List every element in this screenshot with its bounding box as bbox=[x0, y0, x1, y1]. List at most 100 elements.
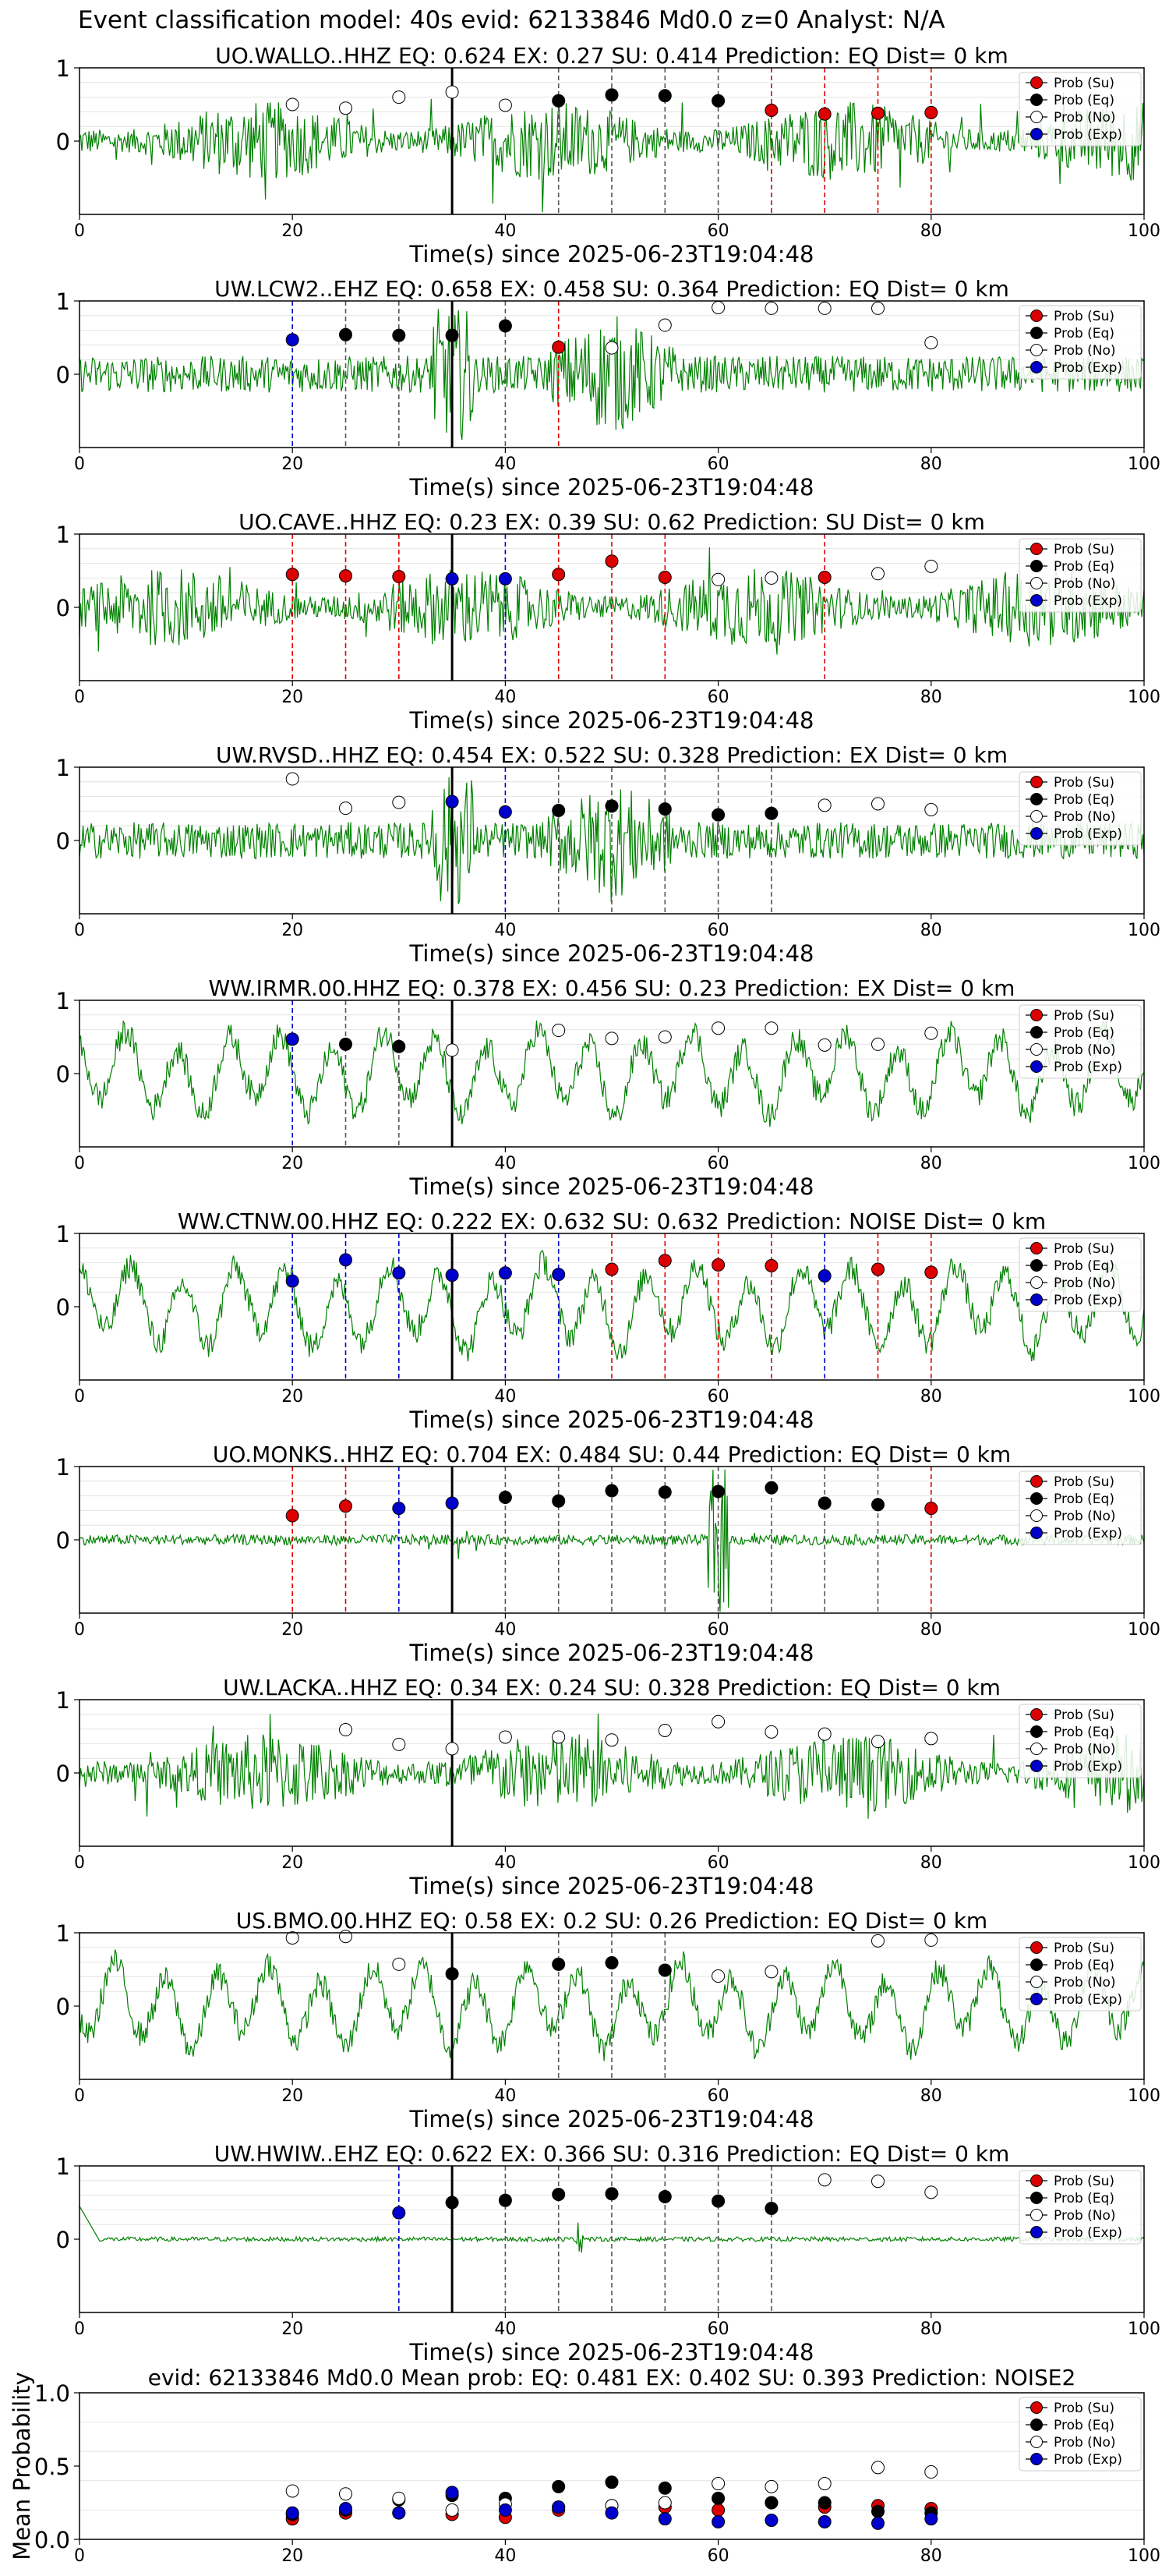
mean-prob-marker-exp bbox=[392, 2506, 406, 2520]
x-tick-label: 20 bbox=[281, 1853, 303, 1873]
mean-prob-marker-eq bbox=[552, 2479, 566, 2493]
legend-marker-no bbox=[1030, 577, 1043, 589]
prob-marker-exp bbox=[552, 1268, 566, 1282]
mean-prob-marker-exp bbox=[712, 2514, 726, 2528]
legend-label-no: Prob (No) bbox=[1054, 1509, 1116, 1524]
prob-marker-no bbox=[871, 797, 885, 811]
mean-prob-marker-exp bbox=[765, 2514, 779, 2528]
x-tick-label: 60 bbox=[708, 1620, 729, 1640]
panel-title: US.BMO.00.HHZ EQ: 0.58 EX: 0.2 SU: 0.26 … bbox=[236, 1908, 987, 1934]
mean-prob-marker-eq bbox=[871, 2504, 885, 2518]
legend-marker-exp bbox=[1030, 2226, 1043, 2238]
legend-label-no: Prob (No) bbox=[1054, 343, 1116, 359]
prob-marker-no bbox=[924, 1026, 938, 1040]
prob-marker-no bbox=[765, 1965, 779, 1979]
prob-marker-no bbox=[339, 1723, 352, 1737]
legend-label-no: Prob (No) bbox=[1054, 1742, 1116, 1757]
x-tick-label: 60 bbox=[708, 455, 729, 474]
prob-marker-no bbox=[392, 1737, 406, 1751]
prob-marker-eq bbox=[392, 328, 406, 342]
legend-marker-su bbox=[1030, 2401, 1043, 2414]
x-tick-label: 100 bbox=[1128, 921, 1160, 940]
mean-prob-marker-no bbox=[285, 2484, 299, 2498]
x-tick-label: 40 bbox=[494, 2086, 516, 2106]
legend-marker-no bbox=[1030, 1743, 1043, 1755]
prob-marker-eq bbox=[658, 89, 672, 103]
prob-marker-no bbox=[552, 1730, 566, 1744]
figure-suptitle: Event classification model: 40s evid: 62… bbox=[78, 6, 945, 34]
legend-label-eq: Prob (Eq) bbox=[1054, 1491, 1114, 1507]
legend-marker-su bbox=[1030, 1475, 1043, 1488]
prob-marker-no bbox=[924, 559, 938, 573]
prob-marker-no bbox=[285, 1931, 299, 1945]
prob-marker-eq bbox=[605, 1956, 619, 1970]
legend-marker-eq bbox=[1030, 94, 1043, 106]
waveform-trace bbox=[79, 547, 1145, 655]
legend-box bbox=[1019, 1470, 1142, 1545]
x-axis-label: Time(s) since 2025-06-23T19:04:48 bbox=[409, 1640, 814, 1666]
plot-frame bbox=[79, 1699, 1145, 1847]
prob-marker-no bbox=[765, 301, 779, 315]
prob-marker-no bbox=[924, 2185, 938, 2199]
prob-marker-no bbox=[712, 572, 726, 586]
y-tick-label: 0 bbox=[56, 1760, 70, 1787]
legend-label-no: Prob (No) bbox=[1054, 2435, 1116, 2450]
prob-marker-eq bbox=[392, 1039, 406, 1053]
panel-title: UO.WALLO..HHZ EQ: 0.624 EX: 0.27 SU: 0.4… bbox=[215, 43, 1008, 69]
legend-label-eq: Prob (Eq) bbox=[1054, 2191, 1114, 2206]
prob-marker-no bbox=[552, 1024, 566, 1038]
prob-marker-no bbox=[924, 803, 938, 817]
mean-prob-marker-exp bbox=[871, 2516, 885, 2530]
x-tick-label: 40 bbox=[494, 1853, 516, 1873]
legend-label-exp: Prob (Exp) bbox=[1054, 1526, 1122, 1541]
panel-mean: evid: 62133846 Md0.0 Mean prob: EQ: 0.48… bbox=[9, 2365, 1160, 2566]
prob-marker-exp bbox=[445, 794, 459, 809]
panel-8: UW.LACKA..HHZ EQ: 0.34 EX: 0.24 SU: 0.32… bbox=[56, 1675, 1160, 1899]
legend-marker-no bbox=[1030, 1276, 1043, 1289]
prob-marker-no bbox=[818, 798, 832, 812]
prob-marker-exp bbox=[445, 1496, 459, 1510]
legend-label-exp: Prob (Exp) bbox=[1054, 1992, 1122, 2008]
x-tick-label: 0 bbox=[74, 2546, 85, 2566]
legend-marker-eq bbox=[1030, 1026, 1043, 1039]
x-tick-label: 100 bbox=[1128, 2546, 1160, 2566]
y-tick-label: 1.0 bbox=[34, 2380, 70, 2407]
prob-marker-exp bbox=[285, 1032, 299, 1046]
x-tick-label: 100 bbox=[1128, 455, 1160, 474]
x-tick-label: 60 bbox=[708, 1387, 729, 1407]
panel-title: UW.LACKA..HHZ EQ: 0.34 EX: 0.24 SU: 0.32… bbox=[223, 1675, 1001, 1700]
prob-marker-eq bbox=[765, 806, 779, 820]
prob-marker-exp bbox=[285, 1274, 299, 1288]
prob-marker-eq bbox=[605, 2187, 619, 2201]
y-tick-label: 1 bbox=[56, 988, 70, 1014]
x-tick-label: 60 bbox=[708, 221, 729, 241]
prob-marker-su bbox=[339, 569, 352, 583]
prob-marker-eq bbox=[339, 327, 352, 341]
legend-label-su: Prob (Su) bbox=[1054, 2174, 1114, 2189]
prob-marker-no bbox=[924, 1933, 938, 1947]
y-tick-label: 1 bbox=[56, 1221, 70, 1247]
legend-label-exp: Prob (Exp) bbox=[1054, 826, 1122, 842]
mean-prob-marker-no bbox=[818, 2477, 832, 2491]
legend-marker-no bbox=[1030, 344, 1043, 356]
x-tick-label: 80 bbox=[920, 455, 942, 474]
mean-prob-marker-exp bbox=[658, 2512, 672, 2526]
legend-box bbox=[1019, 1004, 1142, 1079]
prob-marker-eq bbox=[339, 1037, 352, 1051]
mean-prob-marker-no bbox=[765, 2479, 779, 2493]
plot-frame bbox=[79, 1000, 1145, 1148]
legend-marker-eq bbox=[1030, 2192, 1043, 2204]
prob-marker-no bbox=[712, 1714, 726, 1729]
mean-prob-marker-exp bbox=[339, 2502, 352, 2516]
prob-marker-su bbox=[392, 570, 406, 584]
prob-marker-no bbox=[392, 90, 406, 104]
prob-marker-su bbox=[871, 1262, 885, 1276]
legend-label-exp: Prob (Exp) bbox=[1054, 1759, 1122, 1775]
x-tick-label: 0 bbox=[74, 2086, 85, 2106]
prob-marker-no bbox=[765, 571, 779, 585]
panel-title: WW.IRMR.00.HHZ EQ: 0.378 EX: 0.456 SU: 0… bbox=[209, 975, 1015, 1001]
x-tick-label: 0 bbox=[74, 688, 85, 707]
legend-box bbox=[1019, 2170, 1142, 2245]
legend-label-su: Prob (Su) bbox=[1054, 542, 1114, 557]
prob-marker-no bbox=[605, 1733, 619, 1747]
